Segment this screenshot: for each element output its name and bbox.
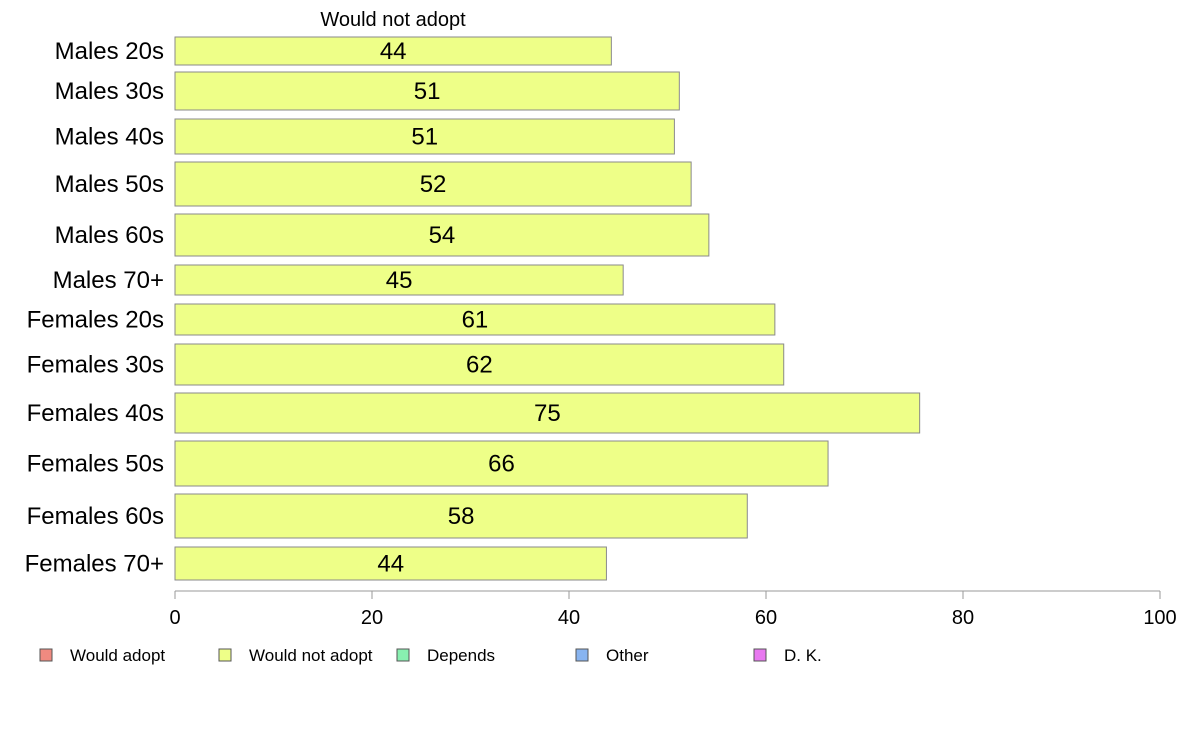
bar-value-label: 52 xyxy=(420,171,447,198)
legend: Would adopt Would not adopt Depends Other D.… xyxy=(39,646,822,665)
x-tick-label: 20 xyxy=(361,607,383,629)
bar xyxy=(174,71,680,111)
legend-label: Would adopt xyxy=(70,646,165,665)
bar xyxy=(174,343,785,386)
category-label: Females 40s xyxy=(27,400,164,427)
bar xyxy=(174,303,776,336)
category-label: Females 60s xyxy=(27,503,164,530)
category-label: Males 50s xyxy=(55,171,164,198)
legend-label: Depends xyxy=(427,646,495,665)
category-label: Males 40s xyxy=(55,124,164,151)
category-label: Males 60s xyxy=(55,222,164,249)
legend-label: D. K. xyxy=(784,646,822,665)
bar xyxy=(174,440,829,487)
bar-value-label: 62 xyxy=(466,352,493,379)
bar xyxy=(174,264,624,296)
x-tick-label: 40 xyxy=(558,607,580,629)
x-tick-label: 0 xyxy=(169,607,180,629)
legend-swatch xyxy=(575,648,589,662)
bar-value-label: 61 xyxy=(462,307,489,334)
legend-swatch xyxy=(753,648,767,662)
legend-swatch xyxy=(396,648,410,662)
category-label: Males 20s xyxy=(55,38,164,65)
category-label: Females 20s xyxy=(27,307,164,334)
category-labels: Males 20s Males 30s Males 40s Males 50s Male… xyxy=(25,38,164,578)
x-tick-label: 100 xyxy=(1143,607,1176,629)
bar xyxy=(174,118,675,155)
category-label: Females 30s xyxy=(27,352,164,379)
legend-label: Other xyxy=(606,646,649,665)
category-label: Males 70+ xyxy=(53,267,164,294)
bar-value-label: 44 xyxy=(377,551,404,578)
category-label: Females 50s xyxy=(27,451,164,478)
bar-value-label: 44 xyxy=(380,38,407,65)
bar xyxy=(174,546,607,581)
bar xyxy=(174,161,692,207)
bar xyxy=(174,493,748,539)
bars-group: 44 51 51 52 54 45 61 62 75 66 58 44 xyxy=(174,36,921,581)
legend-swatch xyxy=(218,648,232,662)
legend-label: Would not adopt xyxy=(249,646,373,665)
x-tick-label: 60 xyxy=(755,607,777,629)
category-label: Females 70+ xyxy=(25,551,164,578)
legend-swatch xyxy=(39,648,53,662)
x-tick-label: 80 xyxy=(952,607,974,629)
bar xyxy=(174,213,710,257)
bar xyxy=(174,392,921,434)
bar-value-label: 58 xyxy=(448,503,475,530)
bar-value-label: 75 xyxy=(534,400,561,427)
x-axis: 0 20 40 60 80 100 xyxy=(169,590,1177,629)
bar-value-label: 54 xyxy=(429,222,456,249)
bar-value-label: 51 xyxy=(411,124,438,151)
bar xyxy=(174,36,612,66)
bar-value-label: 51 xyxy=(414,78,441,105)
bar-value-label: 66 xyxy=(488,451,515,478)
category-label: Males 30s xyxy=(55,78,164,105)
panel-title: Would not adopt xyxy=(320,9,466,31)
bar-value-label: 45 xyxy=(386,267,413,294)
